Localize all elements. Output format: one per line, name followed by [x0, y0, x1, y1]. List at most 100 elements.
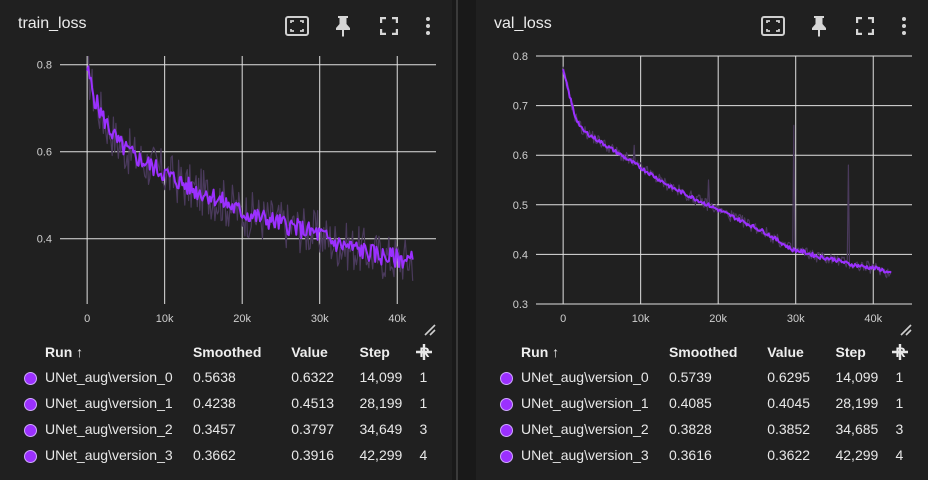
run-color-dot	[490, 390, 521, 416]
chart-card-val-loss: val_loss 0 10k 20k 30k 40k 0.3 0.4 0.5 0.6 0.7 0.8…	[476, 0, 928, 480]
run-name: UNet_aug\version_2	[521, 421, 649, 437]
relative-value: 3	[419, 421, 428, 437]
pin-icon	[336, 16, 350, 37]
step-column-header[interactable]: Step	[835, 344, 866, 360]
run-color-dot	[14, 364, 45, 390]
relative-value: 3	[895, 421, 904, 437]
raw-value: 0.6295	[767, 369, 811, 385]
x-tick-label: 20k	[233, 313, 251, 325]
fit-domain-button[interactable]	[280, 10, 314, 42]
relative-value: 1	[895, 395, 904, 411]
table-row[interactable]: UNet_aug\version_3 0.3616 0.3622 42,299 …	[490, 442, 910, 468]
run-name: UNet_aug\version_0	[45, 369, 173, 385]
run-column-header[interactable]: Run ↑	[45, 344, 84, 360]
raw-value: 0.4045	[767, 395, 811, 411]
fullscreen-icon	[856, 17, 874, 35]
pin-button[interactable]	[326, 10, 360, 42]
y-tick-label: 0.8	[37, 60, 52, 72]
table-row[interactable]: UNet_aug\version_2 0.3457 0.3797 34,649 …	[14, 416, 434, 442]
raw-series-line	[562, 66, 892, 279]
x-tick-label: 30k	[311, 313, 329, 325]
table-row[interactable]: UNet_aug\version_3 0.3662 0.3916 42,299 …	[14, 442, 434, 468]
runs-table: Run ↑ Smoothed Value Step R UNet_aug\ver…	[14, 340, 434, 468]
val-loss-chart[interactable]: 0 10k 20k 30k 40k 0.3 0.4 0.5 0.6 0.7 0.8	[476, 48, 928, 328]
step-value: 28,199	[359, 395, 403, 411]
raw-value: 0.3852	[767, 421, 811, 437]
run-name: UNet_aug\version_0	[521, 369, 649, 385]
value-column-header[interactable]: Value	[291, 344, 328, 360]
raw-value: 0.6322	[291, 369, 335, 385]
table-row[interactable]: UNet_aug\version_2 0.3828 0.3852 34,685 …	[490, 416, 910, 442]
smoothed-value: 0.4238	[192, 395, 236, 411]
y-tick-label: 0.7	[513, 101, 528, 113]
add-column-icon[interactable]	[888, 340, 912, 364]
smoothed-column-header[interactable]: Smoothed	[668, 344, 738, 360]
smoothed-column-header[interactable]: Smoothed	[192, 344, 262, 360]
x-tick-label: 30k	[787, 313, 805, 325]
card-toolbar	[280, 10, 438, 42]
run-color-dot	[490, 442, 521, 468]
dot-column-header	[14, 340, 45, 364]
resize-handle-icon[interactable]	[900, 324, 912, 336]
smoothed-value: 0.5739	[668, 369, 712, 385]
x-tick-label: 20k	[709, 313, 727, 325]
chart-card-train-loss: train_loss 0 10k 20k 30k 40k 0.4 0.6 0.8 Run ↑ …	[0, 0, 452, 480]
table-row[interactable]: UNet_aug\version_0 0.5739 0.6295 14,099 …	[490, 364, 910, 390]
x-tick-label: 40k	[388, 313, 406, 325]
more-options-button[interactable]	[894, 10, 914, 42]
value-column-header[interactable]: Value	[767, 344, 804, 360]
smoothed-value: 0.3616	[668, 447, 712, 463]
step-value: 34,685	[835, 421, 879, 437]
card-title: val_loss	[494, 15, 552, 32]
run-column-header[interactable]: Run ↑	[521, 344, 560, 360]
step-column-header[interactable]: Step	[359, 344, 390, 360]
run-color-dot	[490, 364, 521, 390]
step-value: 14,099	[359, 369, 403, 385]
table-header-row: Run ↑ Smoothed Value Step R	[14, 340, 434, 364]
step-value: 14,099	[835, 369, 879, 385]
step-value: 28,199	[835, 395, 879, 411]
y-tick-label: 0.5	[513, 200, 528, 212]
dot-column-header	[490, 340, 521, 364]
card-title: train_loss	[18, 15, 87, 32]
smoothed-value: 0.3662	[192, 447, 236, 463]
resize-handle-icon[interactable]	[424, 324, 436, 336]
add-column-icon[interactable]	[412, 340, 436, 364]
raw-value: 0.3622	[767, 447, 811, 463]
table-row[interactable]: UNet_aug\version_0 0.5638 0.6322 14,099 …	[14, 364, 434, 390]
plot-area	[86, 56, 414, 281]
y-tick-label: 0.6	[37, 147, 52, 159]
fullscreen-button[interactable]	[372, 10, 406, 42]
fullscreen-button[interactable]	[848, 10, 882, 42]
run-name: UNet_aug\version_3	[45, 447, 173, 463]
train-loss-chart[interactable]: 0 10k 20k 30k 40k 0.4 0.6 0.8	[0, 48, 452, 328]
table-header-row: Run ↑ Smoothed Value Step R	[490, 340, 910, 364]
relative-value: 4	[419, 447, 428, 463]
panel-divider[interactable]	[456, 0, 458, 480]
smoothed-series-line	[86, 65, 414, 269]
x-tick-label: 10k	[632, 313, 650, 325]
pin-button[interactable]	[802, 10, 836, 42]
run-name: UNet_aug\version_1	[45, 395, 173, 411]
step-value: 42,299	[835, 447, 879, 463]
fit-domain-icon	[761, 16, 785, 36]
x-tick-label: 0	[84, 313, 90, 325]
run-name: UNet_aug\version_3	[521, 447, 649, 463]
raw-value: 0.4513	[291, 395, 335, 411]
smoothed-value: 0.3457	[192, 421, 236, 437]
fit-domain-button[interactable]	[756, 10, 790, 42]
more-vert-icon	[426, 17, 430, 35]
run-name: UNet_aug\version_1	[521, 395, 649, 411]
more-options-button[interactable]	[418, 10, 438, 42]
raw-series-line	[87, 56, 414, 281]
raw-value: 0.3797	[291, 421, 335, 437]
table-row[interactable]: UNet_aug\version_1 0.4085 0.4045 28,199 …	[490, 390, 910, 416]
smoothed-value: 0.5638	[192, 369, 236, 385]
run-color-dot	[14, 416, 45, 442]
fullscreen-icon	[380, 17, 398, 35]
run-color-dot	[490, 416, 521, 442]
run-color-dot	[14, 390, 45, 416]
raw-value: 0.3916	[291, 447, 335, 463]
smoothed-value: 0.4085	[668, 395, 712, 411]
table-row[interactable]: UNet_aug\version_1 0.4238 0.4513 28,199 …	[14, 390, 434, 416]
